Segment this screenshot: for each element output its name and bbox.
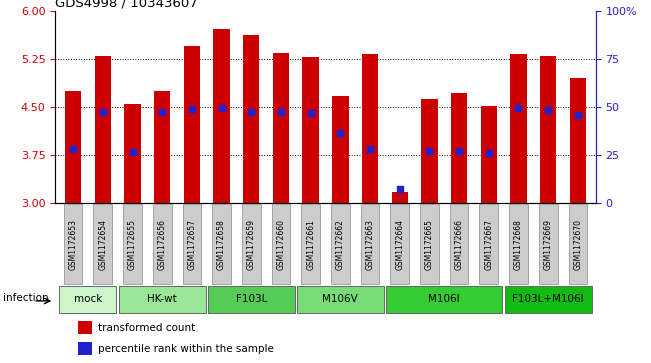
Bar xyxy=(303,57,319,203)
Bar xyxy=(243,35,260,203)
Bar xyxy=(184,46,200,203)
Text: M106I: M106I xyxy=(428,294,460,305)
FancyBboxPatch shape xyxy=(59,286,117,313)
Text: F103L: F103L xyxy=(236,294,267,305)
Text: GSM1172669: GSM1172669 xyxy=(544,219,553,270)
Point xyxy=(157,109,167,115)
FancyBboxPatch shape xyxy=(212,204,231,284)
Text: GSM1172662: GSM1172662 xyxy=(336,219,345,270)
Text: GDS4998 / 10343607: GDS4998 / 10343607 xyxy=(55,0,198,10)
Point xyxy=(68,147,78,152)
Text: GSM1172661: GSM1172661 xyxy=(306,219,315,270)
Bar xyxy=(154,91,171,203)
Point xyxy=(484,150,494,155)
FancyBboxPatch shape xyxy=(182,204,201,284)
Bar xyxy=(362,54,378,203)
Bar xyxy=(540,56,557,203)
Text: GSM1172656: GSM1172656 xyxy=(158,219,167,270)
FancyBboxPatch shape xyxy=(509,204,528,284)
FancyBboxPatch shape xyxy=(297,286,383,313)
Point xyxy=(187,106,197,112)
FancyBboxPatch shape xyxy=(450,204,469,284)
FancyBboxPatch shape xyxy=(331,204,350,284)
Point xyxy=(276,109,286,114)
FancyBboxPatch shape xyxy=(301,204,320,284)
FancyBboxPatch shape xyxy=(271,204,290,284)
Text: GSM1172664: GSM1172664 xyxy=(395,219,404,270)
Point xyxy=(216,106,227,111)
Point xyxy=(454,148,464,154)
Text: infection: infection xyxy=(3,293,48,303)
FancyBboxPatch shape xyxy=(420,204,439,284)
Text: GSM1172659: GSM1172659 xyxy=(247,219,256,270)
Point xyxy=(305,111,316,117)
FancyBboxPatch shape xyxy=(568,204,587,284)
Bar xyxy=(78,321,92,334)
Text: GSM1172666: GSM1172666 xyxy=(454,219,464,270)
FancyBboxPatch shape xyxy=(153,204,172,284)
Point xyxy=(128,149,138,155)
Bar xyxy=(391,192,408,203)
Text: GSM1172654: GSM1172654 xyxy=(98,219,107,270)
Text: percentile rank within the sample: percentile rank within the sample xyxy=(98,344,273,354)
Text: GSM1172668: GSM1172668 xyxy=(514,219,523,270)
Bar xyxy=(78,342,92,355)
FancyBboxPatch shape xyxy=(361,204,380,284)
Text: GSM1172665: GSM1172665 xyxy=(425,219,434,270)
Text: GSM1172657: GSM1172657 xyxy=(187,219,197,270)
Point xyxy=(573,112,583,118)
FancyBboxPatch shape xyxy=(242,204,260,284)
FancyBboxPatch shape xyxy=(391,204,409,284)
Bar xyxy=(94,56,111,203)
Point xyxy=(335,130,346,136)
Point xyxy=(543,107,553,113)
FancyBboxPatch shape xyxy=(505,286,592,313)
Text: mock: mock xyxy=(74,294,102,305)
Text: GSM1172655: GSM1172655 xyxy=(128,219,137,270)
Text: F103L+M106I: F103L+M106I xyxy=(512,294,584,305)
Bar xyxy=(124,104,141,203)
FancyBboxPatch shape xyxy=(208,286,295,313)
Text: GSM1172663: GSM1172663 xyxy=(365,219,374,270)
Bar xyxy=(214,29,230,203)
Point xyxy=(365,147,375,152)
Bar xyxy=(421,99,437,203)
Point xyxy=(424,148,435,154)
Bar xyxy=(570,78,586,203)
Bar xyxy=(451,93,467,203)
FancyBboxPatch shape xyxy=(123,204,142,284)
Text: GSM1172658: GSM1172658 xyxy=(217,219,226,270)
Text: GSM1172660: GSM1172660 xyxy=(277,219,286,270)
Bar xyxy=(273,53,289,203)
Bar xyxy=(480,106,497,203)
Bar xyxy=(510,54,527,203)
Point xyxy=(395,186,405,192)
FancyBboxPatch shape xyxy=(539,204,557,284)
FancyBboxPatch shape xyxy=(386,286,503,313)
Bar xyxy=(332,95,348,203)
Text: GSM1172653: GSM1172653 xyxy=(68,219,77,270)
FancyBboxPatch shape xyxy=(119,286,206,313)
FancyBboxPatch shape xyxy=(94,204,112,284)
Bar xyxy=(65,91,81,203)
Point xyxy=(513,106,523,111)
Text: HK-wt: HK-wt xyxy=(147,294,177,305)
Point xyxy=(246,109,256,114)
Text: GSM1172670: GSM1172670 xyxy=(574,219,583,270)
FancyBboxPatch shape xyxy=(64,204,83,284)
Point xyxy=(98,109,108,115)
FancyBboxPatch shape xyxy=(479,204,498,284)
Text: GSM1172667: GSM1172667 xyxy=(484,219,493,270)
Text: transformed count: transformed count xyxy=(98,323,195,333)
Text: M106V: M106V xyxy=(322,294,358,305)
